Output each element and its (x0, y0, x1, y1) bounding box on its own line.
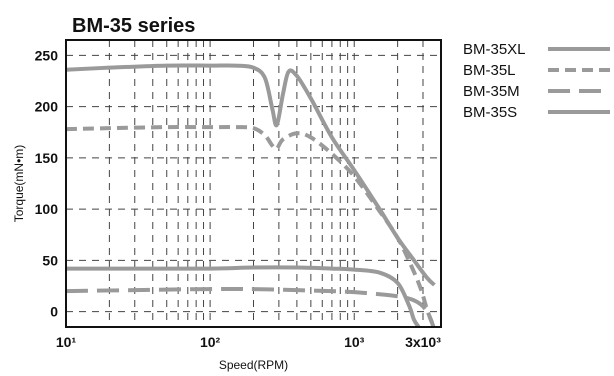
y-tick-label: 0 (50, 304, 58, 320)
y-tick-label: 50 (42, 252, 58, 268)
legend-label: BM-35L (463, 62, 516, 79)
legend-label: BM-35S (463, 104, 517, 121)
x-tick-label: 10³ (344, 334, 365, 350)
x-tick-label: 10² (200, 334, 221, 350)
x-tick-label: 10¹ (56, 334, 77, 350)
y-tick-label: 150 (35, 150, 59, 166)
y-tick-label: 200 (35, 99, 59, 115)
plot-frame (65, 39, 442, 328)
series-line-bm-35xl (66, 63, 436, 287)
series-line-bm-35m (66, 286, 436, 327)
series-line-bm-35l (66, 125, 436, 327)
grid (66, 40, 441, 327)
legend: BM-35XL BM-35L BM-35M BM-35S (463, 41, 610, 121)
x-tick-label: 3x10³ (405, 334, 441, 350)
series-group (66, 63, 436, 327)
legend-label: BM-35XL (463, 41, 526, 58)
legend-label: BM-35M (463, 83, 520, 100)
chart-title: BM-35 series (72, 15, 195, 37)
tick-labels: 0 50 100 150 200 250 10¹ 10² 10³ 3x10³ (35, 47, 442, 350)
series-line-bm-35s (66, 265, 421, 327)
y-tick-label: 250 (35, 47, 59, 63)
x-axis-label: Speed(RPM) (219, 358, 288, 372)
y-tick-label: 100 (35, 201, 59, 217)
y-axis-label: Torque(mN•m) (12, 145, 26, 223)
